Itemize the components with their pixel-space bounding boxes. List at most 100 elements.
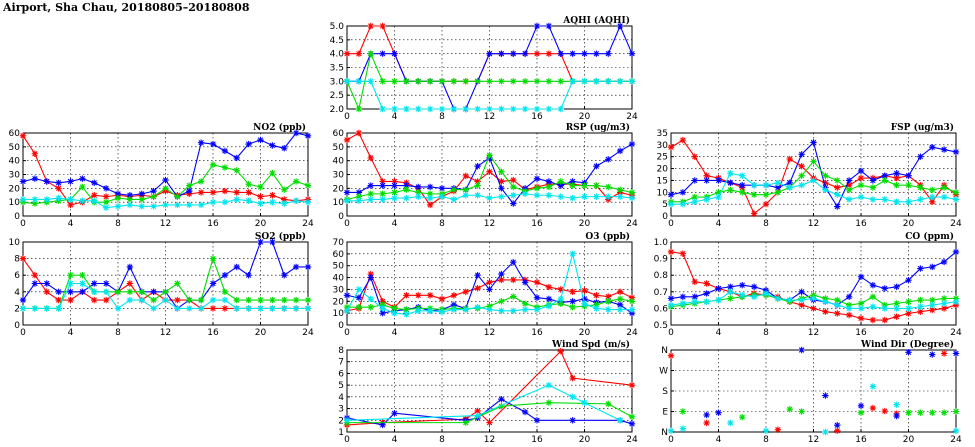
data-point-cyan (126, 296, 134, 304)
data-point-green (450, 186, 458, 193)
y-tick-label: 6 (14, 271, 20, 281)
data-point-cyan (616, 417, 624, 424)
data-point-blue (498, 185, 505, 192)
data-point-cyan (450, 306, 458, 313)
data-point-cyan (379, 105, 386, 113)
data-point-blue (667, 295, 675, 302)
data-point-red (19, 132, 27, 139)
data-point-cyan (727, 288, 734, 295)
data-point-green (304, 182, 312, 189)
data-point-cyan (257, 200, 264, 207)
data-point-cyan (533, 192, 541, 199)
x-tick-label: 12 (160, 328, 171, 338)
x-tick-label: 8 (763, 219, 769, 229)
data-point-green (67, 272, 74, 279)
panel-co: 0 4 8 12 16 20 24 0.5 0.6 0.7 0.8 0.9 1.0 CO (ppm) (654, 231, 962, 338)
data-point-red (67, 296, 74, 304)
x-tick-label: 16 (531, 435, 543, 445)
data-point-green (257, 183, 264, 191)
panel-aqhi: 0 4 8 12 16 20 24 2.0 2.5 3.0 3.5 4.0 4.5 5.0 AQHI (AQ… (330, 15, 638, 122)
data-point-green (929, 186, 936, 194)
data-point-red (474, 178, 481, 185)
data-point-green (221, 164, 229, 171)
data-point-green (857, 300, 865, 307)
y-tick-label: 30 (657, 141, 669, 151)
data-point-cyan (667, 200, 675, 208)
y-tick-label: 1 (338, 428, 344, 438)
data-point-cyan (209, 198, 217, 206)
data-point-cyan (917, 196, 924, 203)
data-point-green (498, 298, 505, 305)
data-point-cyan (498, 307, 505, 314)
data-point-green (810, 158, 817, 165)
data-point-blue (869, 177, 877, 184)
y-tick-label: N (661, 428, 668, 438)
data-point-green (343, 304, 351, 311)
data-point-blue (510, 50, 517, 57)
data-point-red (209, 305, 217, 312)
data-point-blue (438, 185, 446, 192)
data-point-cyan (269, 198, 276, 206)
data-point-blue (605, 156, 612, 163)
data-point-cyan (426, 307, 434, 314)
y-tick-label: 2 (14, 304, 20, 314)
data-point-red (857, 174, 865, 182)
x-tick-label: 16 (855, 219, 867, 229)
data-point-red (691, 153, 698, 160)
data-point-red (126, 280, 134, 287)
data-point-blue (917, 153, 924, 160)
data-point-blue (628, 309, 636, 317)
data-point-cyan (162, 296, 169, 304)
data-point-green (857, 181, 865, 189)
data-point-cyan (679, 200, 687, 208)
data-point-blue (929, 144, 936, 151)
data-point-red (569, 374, 576, 382)
x-tick-label: 4 (716, 435, 722, 445)
data-point-blue (379, 50, 386, 57)
data-point-green (893, 300, 900, 307)
x-tick-label: 16 (855, 328, 867, 338)
data-point-blue (150, 187, 157, 195)
data-point-cyan (750, 293, 758, 300)
y-tick-label: 40 (333, 274, 345, 284)
data-point-blue (703, 411, 710, 419)
x-tick-label: 0 (20, 328, 26, 338)
data-point-green (221, 288, 229, 295)
y-tick-label: 40 (333, 157, 345, 167)
x-tick-label: 16 (531, 112, 543, 122)
panel-no2: 0 4 8 12 16 20 24 0 10 20 30 40 50 60 NO2 (ppb) (9, 122, 314, 229)
data-point-blue (798, 151, 805, 158)
data-point-cyan (438, 193, 446, 200)
data-point-red (822, 179, 829, 186)
data-point-green (245, 296, 252, 304)
data-point-cyan (822, 298, 829, 305)
data-point-green (628, 298, 636, 305)
data-point-blue (31, 280, 39, 287)
y-tick-label: 10 (9, 198, 21, 208)
data-point-cyan (114, 305, 122, 312)
data-point-cyan (150, 203, 157, 210)
data-point-green (739, 189, 746, 196)
data-point-cyan (19, 196, 27, 203)
data-point-cyan (569, 194, 576, 202)
data-point-red (929, 306, 936, 314)
data-point-blue (545, 295, 553, 303)
data-point-cyan (367, 196, 374, 203)
data-point-red (379, 178, 386, 185)
data-point-green (893, 181, 900, 189)
data-point-blue (533, 417, 541, 424)
data-point-red (498, 276, 505, 284)
data-point-red (557, 347, 564, 355)
data-point-green (355, 193, 363, 200)
data-point-blue (367, 274, 374, 281)
data-point-green (545, 183, 553, 191)
data-point-cyan (498, 193, 505, 200)
data-point-cyan (510, 192, 517, 199)
data-point-cyan (379, 305, 386, 312)
data-point-green (403, 306, 410, 313)
y-tick-label: 50 (333, 143, 345, 153)
data-point-blue (245, 272, 252, 279)
data-point-cyan (917, 303, 924, 310)
data-point-green (462, 78, 469, 85)
